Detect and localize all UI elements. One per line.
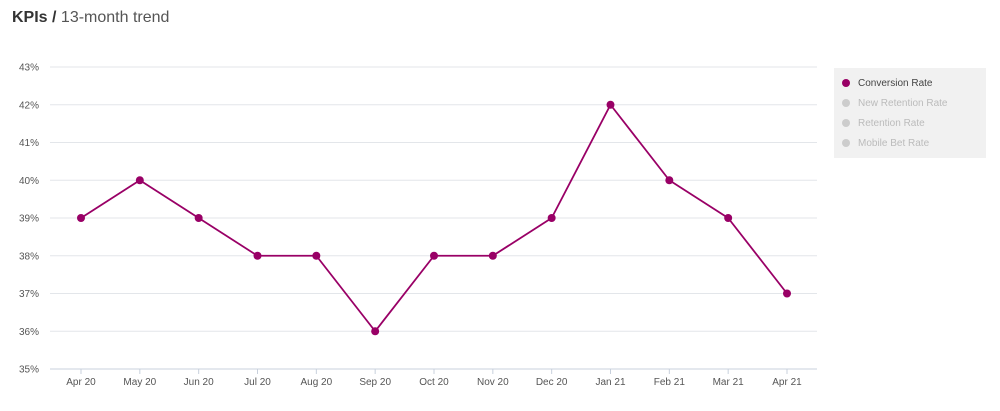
data-point bbox=[77, 214, 85, 222]
y-tick-label: 37% bbox=[19, 289, 39, 300]
chart-title-rest: 13-month trend bbox=[60, 9, 170, 26]
chart-title-bold: KPIs / bbox=[12, 9, 57, 26]
x-tick-label: Apr 21 bbox=[772, 377, 802, 388]
legend-label: New Retention Rate bbox=[858, 97, 948, 109]
x-tick-label: Nov 20 bbox=[477, 377, 509, 388]
data-point bbox=[312, 251, 321, 260]
x-tick-label: Sep 20 bbox=[359, 377, 391, 388]
legend-label: Retention Rate bbox=[858, 117, 925, 129]
legend-marker-icon bbox=[842, 139, 850, 147]
data-point bbox=[430, 251, 438, 260]
legend-item[interactable]: Conversion Rate bbox=[834, 73, 986, 93]
data-point bbox=[253, 251, 262, 260]
x-tick-label: Jun 20 bbox=[184, 377, 214, 388]
data-point bbox=[135, 176, 144, 185]
x-tick-label: Oct 20 bbox=[419, 377, 449, 388]
y-tick-label: 42% bbox=[19, 100, 39, 111]
data-point bbox=[724, 214, 733, 222]
legend-marker-icon bbox=[842, 99, 850, 107]
chart-title: KPIs / 13-month trend bbox=[12, 9, 169, 27]
legend-label: Conversion Rate bbox=[858, 77, 933, 89]
data-point bbox=[606, 100, 615, 109]
y-tick-label: 39% bbox=[19, 214, 39, 225]
data-point bbox=[547, 214, 556, 222]
x-tick-label: May 20 bbox=[123, 377, 156, 388]
y-tick-label: 43% bbox=[19, 63, 39, 74]
data-point bbox=[665, 176, 674, 185]
data-point bbox=[371, 327, 380, 336]
data-point bbox=[194, 214, 203, 222]
x-tick-label: Dec 20 bbox=[536, 377, 568, 388]
legend-marker-icon bbox=[842, 79, 850, 87]
data-point bbox=[783, 289, 791, 298]
legend-label: Mobile Bet Rate bbox=[858, 137, 930, 149]
data-point bbox=[488, 251, 497, 260]
x-tick-label: Mar 21 bbox=[713, 377, 745, 388]
x-tick-label: Jan 21 bbox=[595, 377, 625, 388]
x-tick-label: Jul 20 bbox=[244, 377, 271, 388]
legend-marker-icon bbox=[842, 119, 850, 127]
x-tick-label: Apr 20 bbox=[66, 377, 96, 388]
legend-item[interactable]: New Retention Rate bbox=[834, 93, 986, 113]
x-tick-label: Aug 20 bbox=[300, 377, 332, 388]
y-tick-label: 36% bbox=[19, 327, 39, 338]
x-tick-label: Feb 21 bbox=[654, 377, 686, 388]
legend: Conversion Rate New Retention Rate Retenti… bbox=[834, 68, 986, 158]
y-tick-label: 38% bbox=[19, 251, 39, 262]
legend-item[interactable]: Retention Rate bbox=[834, 113, 986, 133]
y-tick-label: 35% bbox=[19, 365, 39, 376]
y-tick-label: 40% bbox=[19, 176, 39, 187]
legend-item[interactable]: Mobile Bet Rate bbox=[834, 133, 986, 153]
y-tick-label: 41% bbox=[19, 138, 39, 149]
line-chart: 35% 36% 37% 38% 39% 40% 41% 42% 43% Apr 20 May 20 J… bbox=[19, 63, 817, 388]
